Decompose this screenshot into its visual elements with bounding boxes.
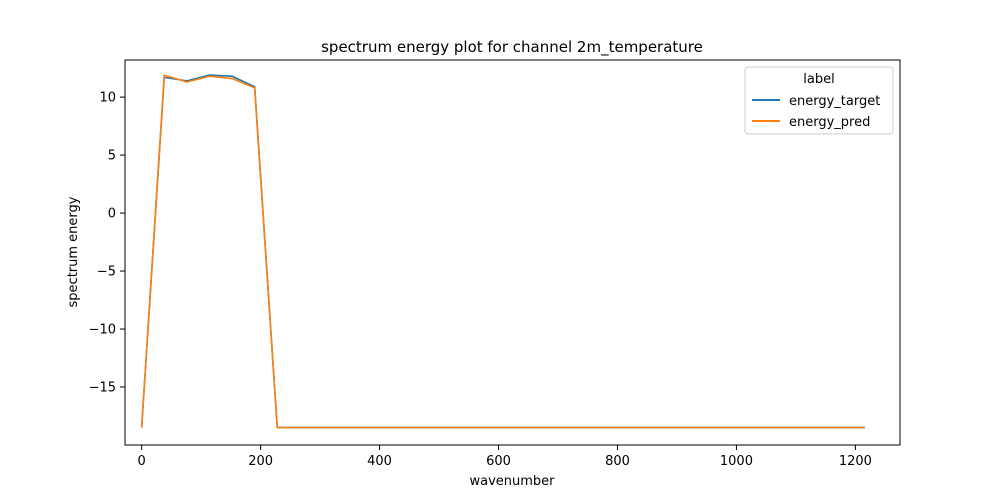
y-tick-label: −10	[89, 323, 116, 338]
x-axis-label: wavenumber	[469, 474, 555, 489]
y-tick-label: −15	[89, 381, 116, 396]
x-tick-label: 200	[248, 454, 273, 469]
legend-label-energy-pred: energy_pred	[789, 115, 870, 130]
x-axis: 0 200 400 600 800 1000 1200	[138, 445, 872, 469]
legend-box	[744, 66, 894, 135]
x-tick-label: 1000	[720, 454, 753, 469]
series-line-energy-pred	[140, 74, 865, 429]
series-layer	[140, 74, 865, 429]
y-axis-label: spectrum energy	[66, 196, 81, 307]
y-tick-label: 0	[108, 207, 116, 222]
x-tick-label: 600	[486, 454, 511, 469]
y-tick-label: 5	[108, 149, 116, 164]
x-tick-label: 400	[367, 454, 392, 469]
y-axis: −15 −10 −5 0 5 10	[89, 91, 125, 396]
y-tick-label: −5	[97, 265, 116, 280]
legend: label energy_target energy_pred	[744, 66, 894, 135]
x-tick-label: 800	[605, 454, 630, 469]
legend-title: label	[803, 72, 834, 87]
legend-label-energy-target: energy_target	[789, 94, 880, 109]
x-tick-label: 0	[138, 454, 146, 469]
y-tick-label: 10	[99, 91, 116, 106]
chart-title: spectrum energy plot for channel 2m_temp…	[321, 38, 703, 57]
plot-frame	[124, 59, 901, 446]
x-tick-label: 1200	[839, 454, 872, 469]
